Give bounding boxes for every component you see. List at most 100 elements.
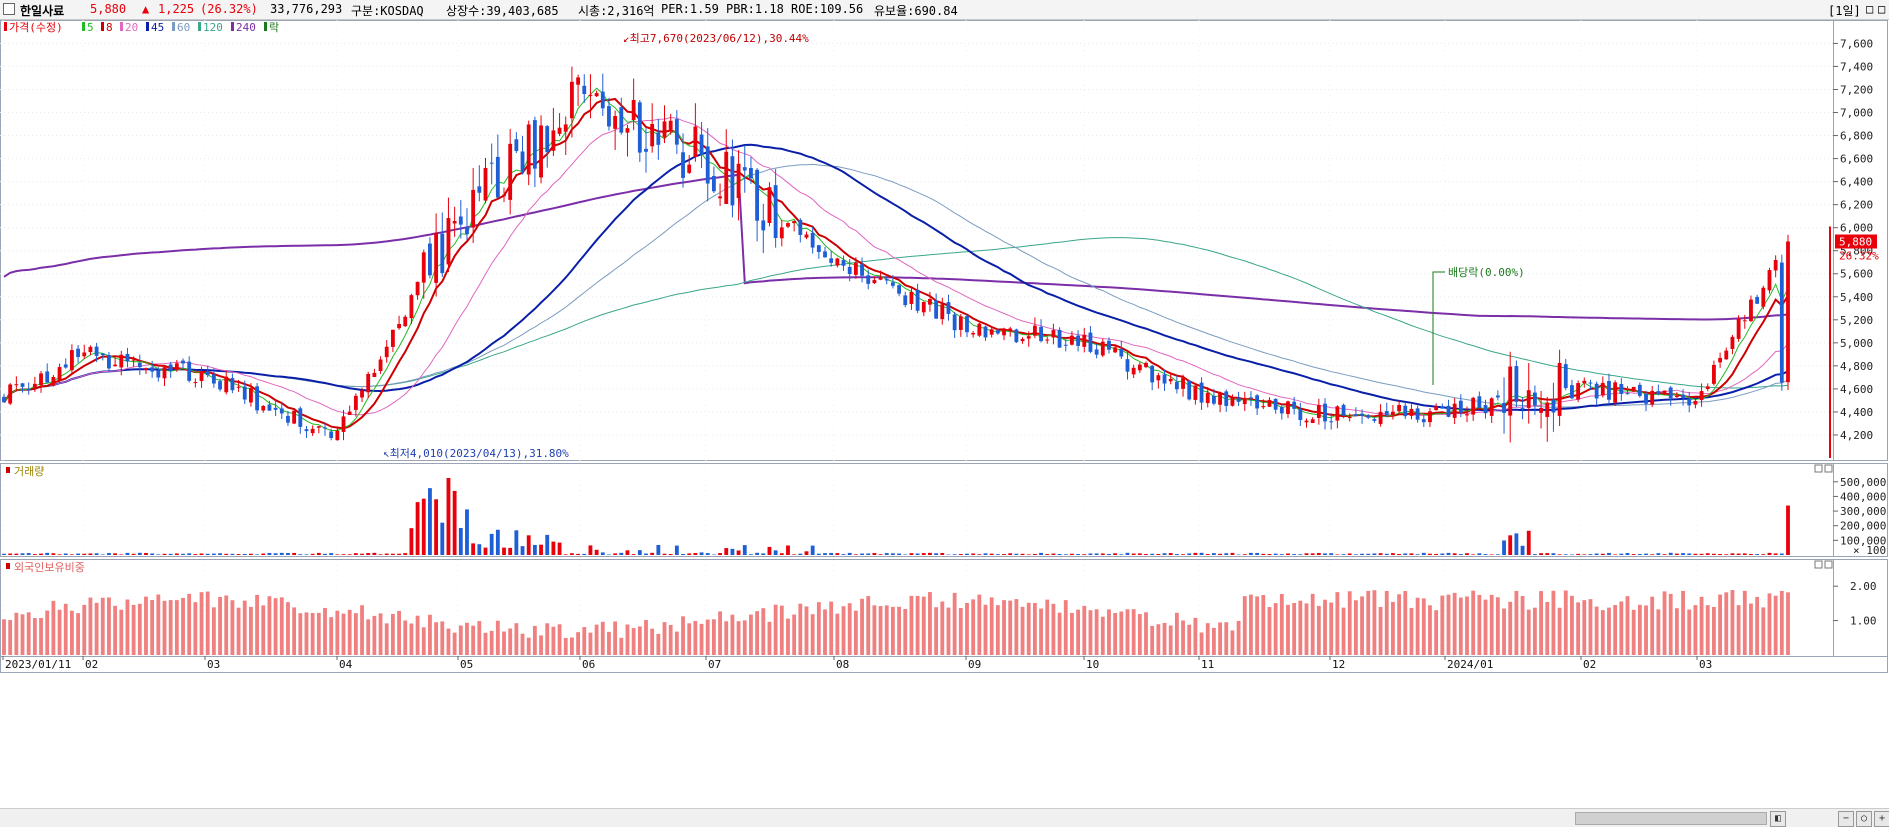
panel-maximize-icon[interactable] <box>1815 561 1822 568</box>
volume-bar <box>1663 554 1667 555</box>
foreign-bar <box>1064 600 1068 655</box>
foreign-bar <box>656 634 660 655</box>
price-tick-label: 6,000 <box>1840 222 1873 235</box>
foreign-bar <box>477 621 481 655</box>
volume-bar <box>656 545 660 555</box>
candle-body <box>1434 406 1438 410</box>
foreign-bar <box>910 596 914 655</box>
volume-bar <box>928 553 932 555</box>
foreign-bar <box>1545 602 1549 655</box>
volume-bar <box>51 553 55 555</box>
window-close-icon[interactable]: □ <box>1878 2 1885 16</box>
volume-bar <box>1564 554 1568 555</box>
foreign-bar <box>1675 608 1679 655</box>
volume-bar <box>465 509 469 555</box>
foreign-bar <box>780 606 784 655</box>
volume-bar <box>903 554 907 555</box>
foreign-bar <box>95 603 99 655</box>
foreign-bar <box>1354 600 1358 655</box>
panel-toggle-icon[interactable] <box>3 3 15 15</box>
candle-body <box>348 412 352 415</box>
volume-bar <box>582 554 586 555</box>
foreign-bar <box>854 611 858 655</box>
volume-bar <box>940 553 944 555</box>
foreign-bar <box>805 606 809 655</box>
foreign-bar <box>1687 610 1691 655</box>
foreign-bar <box>996 605 1000 655</box>
foreign-bar <box>51 601 55 655</box>
candle-body <box>496 157 500 198</box>
zoom-in-icon[interactable]: + <box>1874 811 1889 827</box>
candle-body <box>996 330 1000 333</box>
x-axis-label: 2023/01/11 <box>5 658 71 671</box>
dividend-annotation: 배당락(0.00%) <box>1448 266 1525 279</box>
volume-bar <box>243 554 247 555</box>
panel-maximize-icon[interactable] <box>1815 465 1822 472</box>
candle-body <box>1749 300 1753 322</box>
foreign-bar <box>706 620 710 655</box>
foreign-bar <box>737 621 741 655</box>
foreign-bar <box>1002 600 1006 655</box>
foreign-bar <box>761 608 765 655</box>
volume-bar <box>76 554 80 555</box>
candle-body <box>1187 381 1191 400</box>
chart-panel-2 <box>1 464 1834 557</box>
volume-bar <box>1403 553 1407 555</box>
volume-bar <box>984 553 988 555</box>
stock-chart[interactable]: 7,6007,4007,2007,0006,8006,6006,4006,200… <box>0 20 1889 808</box>
candle-body <box>1218 393 1222 404</box>
chart-scrollbar[interactable]: ◧ − ○ + <box>0 808 1889 827</box>
foreign-bar <box>1638 605 1642 655</box>
candle-body <box>1471 398 1475 415</box>
period-button[interactable]: [1일] <box>1828 2 1861 19</box>
panel-close-icon[interactable] <box>1825 465 1832 472</box>
panel-close-icon[interactable] <box>1825 561 1832 568</box>
foreign-bar <box>416 616 420 655</box>
foreign-bar <box>1552 591 1556 655</box>
foreign-bar <box>1663 591 1667 655</box>
legend-label: 가격(수정) <box>9 21 63 34</box>
foreign-bar <box>1743 591 1747 655</box>
candle-body <box>632 100 636 120</box>
zoom-out-icon[interactable]: − <box>1838 811 1854 827</box>
foreign-bar <box>471 626 475 655</box>
candle-body <box>181 361 185 364</box>
volume-bar <box>1385 554 1389 555</box>
y-axis-panel-3 <box>1834 560 1888 657</box>
candle-body <box>1286 401 1290 414</box>
candle-body <box>761 220 765 230</box>
volume-bar <box>1274 554 1278 555</box>
high-annotation: ↙최고7,670(2023/06/12),30.44% <box>623 32 809 45</box>
foreign-bar <box>1200 632 1204 655</box>
foreign-bar <box>1218 622 1222 655</box>
foreign-bar <box>1681 591 1685 655</box>
foreign-bar <box>669 625 673 655</box>
foreign-bar <box>89 598 93 655</box>
foreign-bar <box>1397 594 1401 655</box>
candle-body <box>539 125 543 177</box>
volume-bar <box>1372 553 1376 555</box>
foreign-bar <box>1416 598 1420 655</box>
candle-body <box>502 195 506 197</box>
volume-bar <box>650 553 654 555</box>
volume-bar <box>576 554 580 555</box>
foreign-bar <box>1058 613 1062 655</box>
volume-bar <box>1033 554 1037 555</box>
candle-body <box>1447 406 1451 417</box>
foreign-bar <box>434 622 438 655</box>
zoom-reset-icon[interactable]: ○ <box>1856 811 1872 827</box>
price-tick-label: 5,200 <box>1840 314 1873 327</box>
volume-bar <box>1119 554 1123 555</box>
candle-body <box>1774 260 1778 270</box>
window-min-icon[interactable]: □ <box>1866 2 1873 16</box>
foreign-bar <box>1323 600 1327 655</box>
foreign-bar <box>1447 595 1451 655</box>
scroll-thumb[interactable] <box>1575 812 1767 825</box>
candle-body <box>1650 391 1654 405</box>
zoom-slider-icon[interactable]: ◧ <box>1770 811 1786 827</box>
volume-bar <box>1774 553 1778 555</box>
price-change-pct: (26.32%) <box>200 2 258 16</box>
candle-body <box>940 304 944 319</box>
foreign-bar <box>1650 597 1654 655</box>
candle-body <box>1150 366 1154 383</box>
